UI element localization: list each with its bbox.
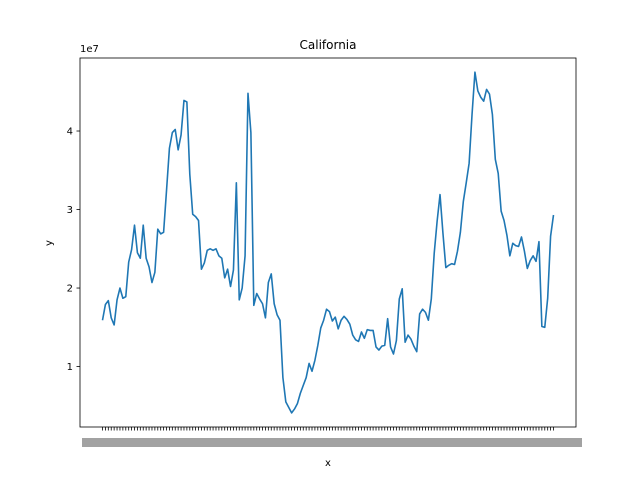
y-tick-label: 3 — [67, 205, 73, 216]
plot-area: 1 2 3 4 — [67, 71, 582, 447]
y-tick-label: 1 — [67, 362, 73, 373]
y-tick-label: 4 — [67, 127, 73, 138]
chart-title: California — [300, 38, 357, 52]
y-tick-label: 2 — [67, 284, 73, 295]
x-tick-labels-overlap — [82, 438, 582, 447]
plot-frame — [79, 57, 577, 428]
series-line — [101, 71, 555, 414]
x-axis-label: x — [325, 458, 331, 469]
y-axis-offset-label: 1e7 — [80, 44, 99, 55]
y-axis-label: y — [44, 240, 55, 246]
